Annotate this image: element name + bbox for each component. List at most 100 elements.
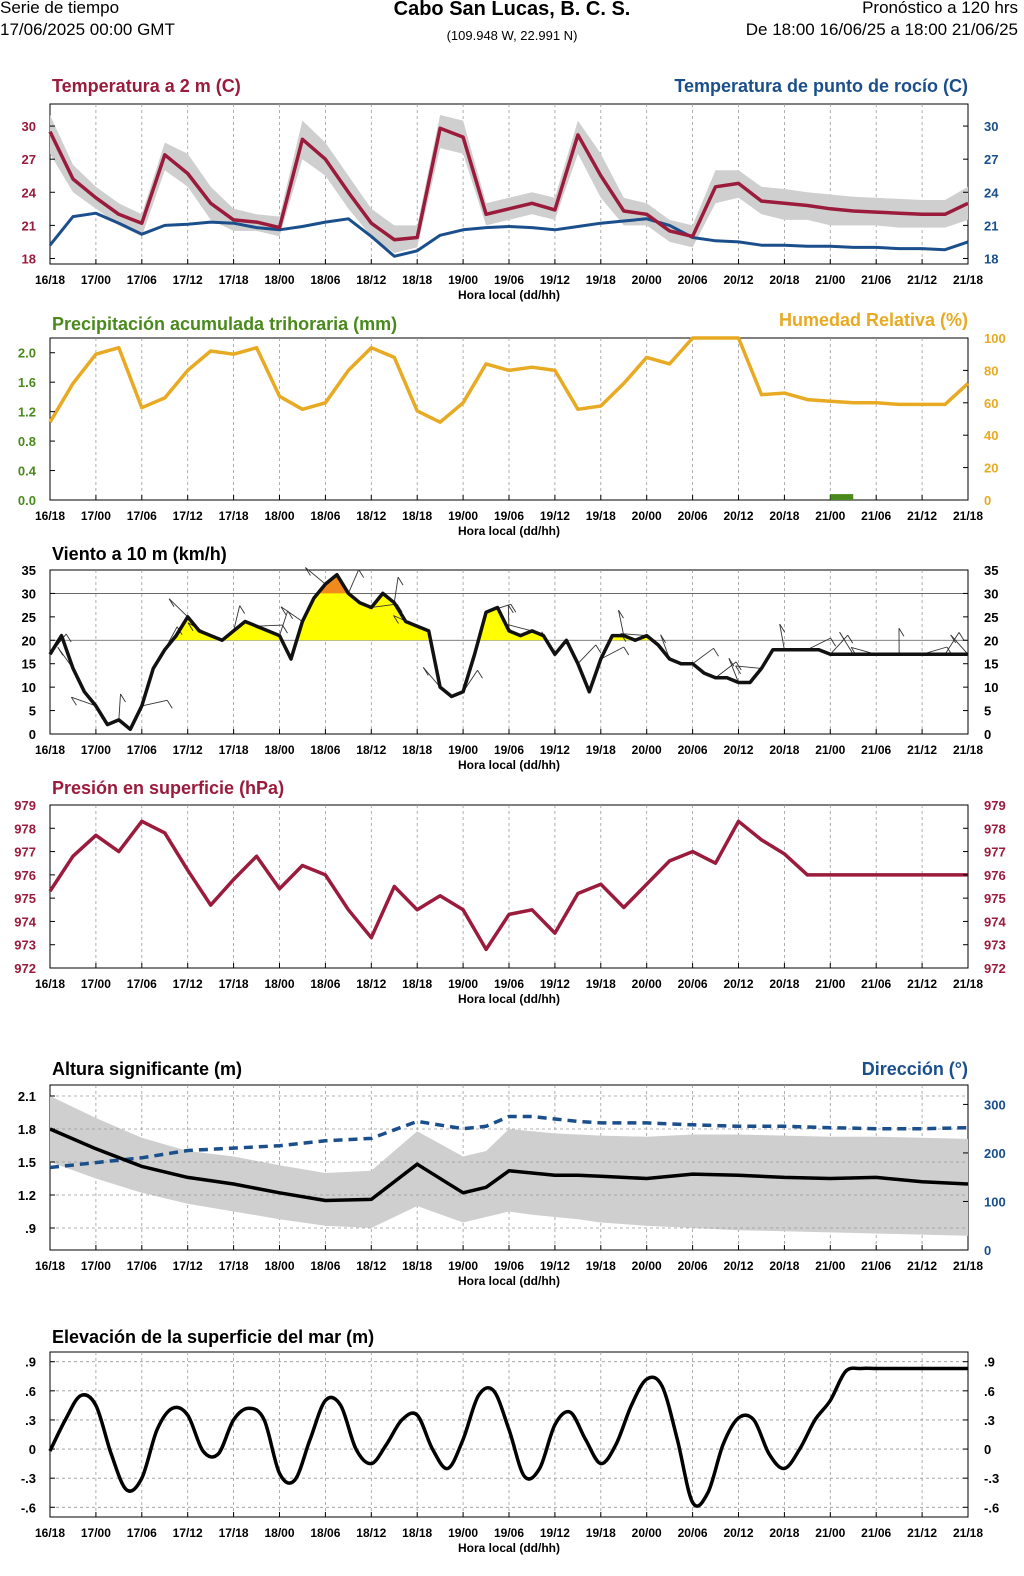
wind-barb-flag — [280, 606, 287, 616]
x-tick-label: 18/00 — [264, 273, 294, 287]
y-tick-label-right: -.6 — [984, 1500, 999, 1515]
x-tick-label: 21/12 — [907, 273, 937, 287]
x-tick-label: 17/06 — [127, 1526, 157, 1540]
wave-height-line — [49, 1127, 969, 1203]
y-tick-label-right: 974 — [984, 914, 1006, 929]
x-axis-label: Hora local (dd/hh) — [458, 288, 560, 302]
wind-barb-flag — [71, 696, 77, 706]
wind-barb-flag — [282, 624, 288, 634]
x-tick-label: 17/06 — [127, 273, 157, 287]
x-tick-label: 20/12 — [723, 1526, 753, 1540]
wind-barb-flag — [847, 634, 854, 644]
wind-barb — [692, 647, 714, 665]
x-tick-label: 20/06 — [678, 1259, 708, 1273]
x-tick-label: 19/18 — [586, 743, 616, 757]
temperature-uncertainty-band — [50, 115, 968, 253]
x-tick-label: 21/12 — [907, 743, 937, 757]
x-tick-label: 19/00 — [448, 1526, 478, 1540]
x-tick-label: 17/06 — [127, 1259, 157, 1273]
wind-barb-flag — [779, 623, 786, 633]
panel-temperature: 16/18 17/00 17/06 17/12 17/18 18/00 18/06 18/12… — [22, 76, 1000, 302]
wind-barb — [950, 634, 969, 655]
wind-barb — [168, 598, 189, 618]
y-tick-label-right: 80 — [984, 363, 998, 378]
x-tick-label: 20/00 — [632, 273, 662, 287]
y-tick-label-right: 25 — [984, 610, 998, 625]
y-tick-label-left: 0.4 — [18, 464, 37, 479]
y-tick-label-left: 977 — [14, 845, 36, 860]
y-tick-label-right: 30 — [984, 119, 998, 134]
x-tick-label: 21/06 — [861, 273, 891, 287]
y-tick-label-right: 973 — [984, 938, 1006, 953]
x-tick-label: 20/06 — [678, 273, 708, 287]
panel-wind: 16/18 17/00 17/06 17/12 17/18 18/00 18/06 18/12… — [22, 544, 999, 772]
wind-barb-flag — [595, 644, 602, 654]
y-tick-label-right: 100 — [984, 331, 1006, 346]
x-tick-label: 17/00 — [81, 1526, 111, 1540]
x-tick-label: 21/00 — [815, 273, 845, 287]
x-tick-label: 18/06 — [310, 1526, 340, 1540]
wind-barb — [371, 603, 398, 608]
y-tick-label-right: .9 — [984, 1355, 995, 1370]
wind-barb-flag — [239, 605, 246, 614]
x-axis-label: Hora local (dd/hh) — [458, 1274, 560, 1288]
header-subtitle: (109.948 W, 22.991 N) — [446, 28, 578, 43]
x-tick-label: 20/18 — [769, 977, 799, 991]
header-left-line2: 17/06/2025 00:00 GMT — [0, 20, 175, 39]
x-tick-label: 19/12 — [540, 977, 570, 991]
x-tick-label: 17/12 — [173, 509, 203, 523]
x-tick-label: 18/18 — [402, 1526, 432, 1540]
wind-barb — [620, 633, 647, 637]
y-tick-label-right: 0 — [984, 727, 991, 742]
y-tick-label-right: 40 — [984, 428, 998, 443]
y-tick-label-right: 976 — [984, 868, 1006, 883]
x-tick-label: 21/12 — [907, 509, 937, 523]
y-tick-label-right: 977 — [984, 845, 1006, 860]
wind-barb — [944, 632, 960, 655]
x-tick-label: 21/18 — [953, 273, 983, 287]
x-tick-label: 21/00 — [815, 977, 845, 991]
sea-level-title: Elevación de la superficie del mar (m) — [52, 1327, 374, 1347]
x-tick-label: 19/12 — [540, 273, 570, 287]
y-tick-label-left: 0.0 — [18, 493, 36, 508]
x-tick-label: 19/12 — [540, 1259, 570, 1273]
y-tick-label-left: 10 — [22, 680, 36, 695]
x-tick-label: 17/06 — [127, 743, 157, 757]
wind-barb — [118, 693, 121, 720]
x-tick-label: 20/18 — [769, 1526, 799, 1540]
wave-height-title: Altura significante (m) — [52, 1059, 242, 1079]
wind-barb — [256, 624, 283, 627]
wind-barb — [347, 569, 360, 594]
wind-barb-flag — [422, 667, 429, 676]
pressure-title: Presión en superficie (hPa) — [52, 778, 284, 798]
x-tick-label: 20/12 — [723, 509, 753, 523]
y-tick-label-left: 975 — [14, 891, 36, 906]
y-tick-label-left: 18 — [22, 251, 36, 266]
x-tick-label: 21/00 — [815, 743, 845, 757]
x-tick-label: 17/00 — [81, 1259, 111, 1273]
y-tick-label-left: 0.8 — [18, 434, 36, 449]
y-tick-label-left: 15 — [22, 657, 36, 672]
y-tick-label-right: 979 — [984, 798, 1006, 813]
y-tick-label-left: 21 — [22, 218, 36, 233]
y-tick-label-left: 972 — [14, 961, 36, 976]
y-tick-label-left: 2.0 — [18, 346, 36, 361]
y-tick-label-right: 35 — [984, 563, 998, 578]
x-tick-label: 20/06 — [678, 1526, 708, 1540]
x-tick-label: 21/00 — [815, 509, 845, 523]
x-tick-label: 19/18 — [586, 1259, 616, 1273]
x-tick-label: 16/18 — [35, 977, 65, 991]
x-tick-label: 20/12 — [723, 977, 753, 991]
wind-barb-flag — [358, 569, 365, 578]
y-tick-label-right: 5 — [984, 704, 991, 719]
y-tick-label-right: 27 — [984, 152, 998, 167]
x-tick-label: 17/06 — [127, 509, 157, 523]
wind-barb — [507, 604, 510, 631]
precip-title: Precipitación acumulada trihoraria (mm) — [52, 314, 397, 334]
x-tick-label: 21/12 — [907, 977, 937, 991]
x-tick-label: 21/18 — [953, 1259, 983, 1273]
wind-barb-flag — [735, 665, 741, 675]
dewpoint-title: Temperatura de punto de rocío (C) — [674, 76, 968, 96]
y-tick-label-right: 20 — [984, 461, 998, 476]
